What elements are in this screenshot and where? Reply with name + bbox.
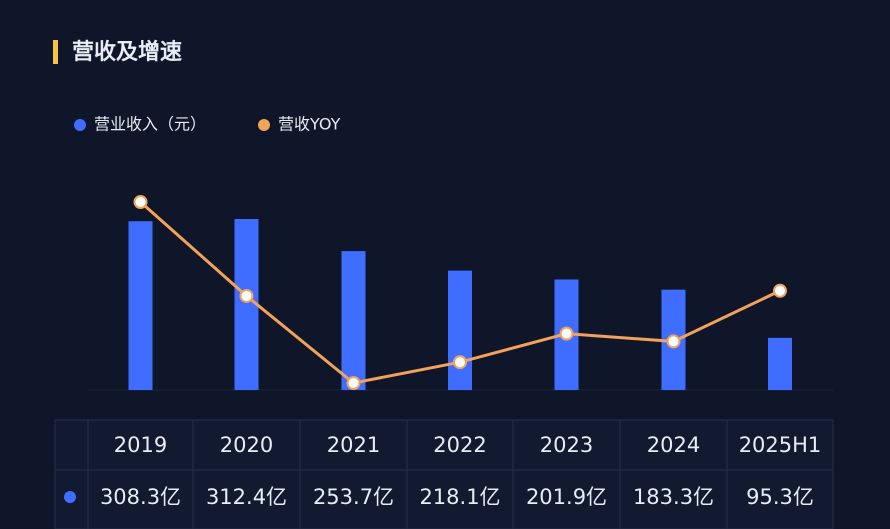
yoy-point <box>773 283 787 298</box>
value-label: 183.3亿 <box>633 485 714 509</box>
value-label: 218.1亿 <box>419 485 500 509</box>
legend-swatch <box>74 119 86 131</box>
value-label: 308.3亿 <box>100 485 181 509</box>
table-bg <box>55 420 833 529</box>
x-tick-label: 2019 <box>114 433 167 457</box>
yoy-point <box>666 334 681 349</box>
yoy-point <box>559 326 574 341</box>
yoy-point <box>133 195 148 209</box>
yoy-point <box>346 376 361 390</box>
bar <box>448 270 472 390</box>
value-label: 95.3亿 <box>746 485 814 509</box>
x-tick-label: 2021 <box>327 433 380 457</box>
x-tick-label: 2025H1 <box>739 433 822 457</box>
legend-label: 营业收入（元） <box>94 115 206 134</box>
bar <box>128 221 153 390</box>
yoy-point <box>239 288 254 303</box>
x-tick-label: 2024 <box>647 433 700 457</box>
yoy-point <box>453 355 467 370</box>
bar <box>768 337 792 390</box>
chart-title: 营收及增速 <box>72 39 182 65</box>
bar <box>234 219 259 390</box>
x-tick-label: 2022 <box>433 433 486 457</box>
bar <box>341 251 366 390</box>
value-label: 253.7亿 <box>313 485 394 509</box>
value-label: 201.9亿 <box>526 485 607 509</box>
x-tick-label: 2020 <box>220 433 273 457</box>
legend-label: 营收YOY <box>278 115 341 134</box>
title-marker <box>53 40 58 64</box>
row-marker <box>64 491 76 503</box>
x-tick-label: 2023 <box>540 433 593 457</box>
legend-swatch <box>258 119 270 131</box>
value-label: 312.4亿 <box>206 485 287 509</box>
